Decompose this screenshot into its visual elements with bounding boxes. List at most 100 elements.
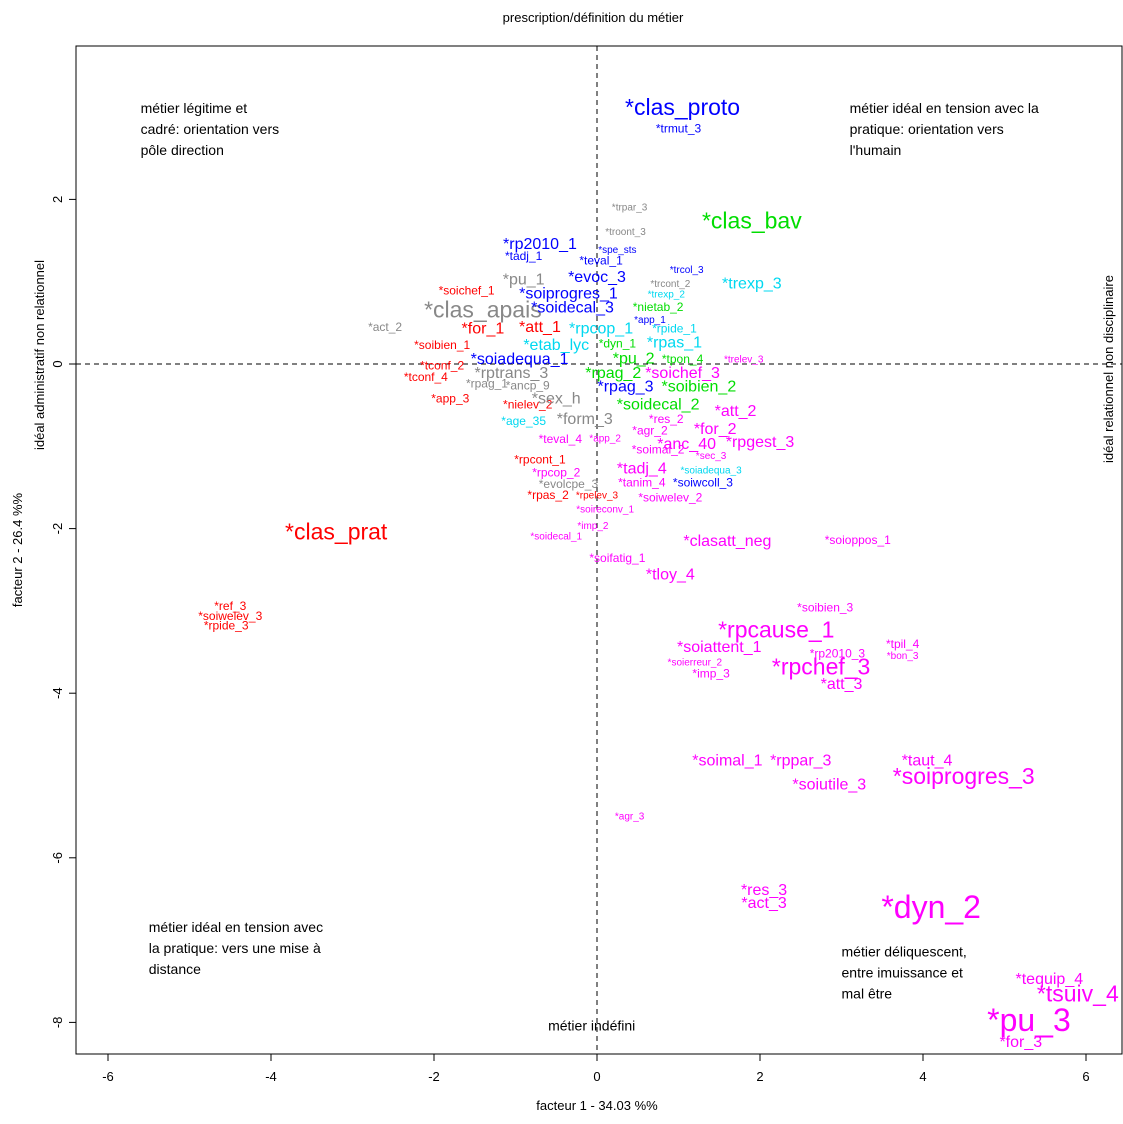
point-label: *att_1 [519, 319, 561, 336]
point-label: *tpil_4 [886, 637, 920, 651]
point-label: *rptrans_3 [475, 365, 549, 382]
point-label: *soierreur_2 [668, 657, 723, 668]
point-label: *sec_3 [696, 451, 727, 462]
y-tick-label: -4 [50, 687, 65, 699]
point-label: *tequip_4 [1016, 971, 1084, 988]
point-label: *soifatig_1 [589, 551, 645, 565]
point-label: *rpcop_1 [569, 321, 633, 338]
point-label: *soiadequa_3 [681, 466, 743, 477]
point-label: *tadj_4 [617, 461, 667, 478]
annotation-line: cadré: orientation vers [141, 121, 280, 137]
point-label: *soireconv_1 [576, 504, 634, 515]
point-label: *tconf_2 [420, 359, 464, 373]
point-label: *etab_lyc [523, 337, 589, 354]
point-label: *soimal_1 [692, 753, 762, 770]
quadrant-annotation: métier déliquescent, entre imuissance et m… [842, 944, 967, 1002]
point-label: *agr_3 [615, 811, 645, 822]
point-label: *trexp_3 [722, 275, 782, 292]
point-label: *rpag_1 [466, 377, 508, 391]
point-label: *act_3 [741, 895, 786, 912]
annotation-line: la pratique: vers une mise à [149, 940, 321, 956]
point-label: *nietab_2 [633, 300, 684, 314]
annotation-line: distance [149, 961, 201, 977]
point-label: *evoc_3 [568, 269, 626, 286]
x-tick-label: 4 [919, 1069, 926, 1084]
x-tick-label: 0 [593, 1069, 600, 1084]
annotation-line: métier déliquescent, [842, 944, 967, 960]
point-label: *res_3 [741, 882, 787, 899]
point-label: *soioppos_1 [825, 533, 891, 547]
point-label: *evolcpe_3 [539, 477, 599, 491]
point-label: *rpgest_3 [726, 434, 795, 451]
point-label: *soiattent_1 [677, 639, 762, 656]
point-label: *for_2 [694, 421, 737, 438]
point-label: *troont_3 [605, 227, 646, 238]
y-tick-label: -8 [50, 1017, 65, 1029]
point-label: *soiwcoll_3 [673, 476, 733, 490]
point-label: *clasatt_neg [683, 533, 771, 550]
point-label: *nielev_2 [503, 397, 553, 411]
point-label: *dyn_2 [881, 889, 981, 925]
x-tick-label: -2 [428, 1069, 440, 1084]
point-label: *ref_3 [214, 599, 246, 613]
annotation-line: l'humain [850, 142, 902, 158]
left-inner-label: idéal administratif non relationnel [32, 260, 47, 450]
point-label: *soiadequa_1 [471, 351, 569, 368]
point-label: *teval_1 [579, 253, 623, 267]
annotation-line: mal être [842, 986, 893, 1002]
point-label: *for_1 [462, 321, 505, 338]
y-axis-label: facteur 2 - 26.4 %% [10, 492, 25, 607]
quadrant-annotation: métier légitime et cadré: orientation ver… [141, 100, 280, 158]
point-label: *trpar_3 [612, 202, 648, 213]
point-label: *soidecal_3 [531, 299, 614, 316]
point-label: *tanim_4 [618, 476, 666, 490]
y-tick-label: 2 [50, 196, 65, 203]
point-label: *soibien_2 [662, 378, 737, 395]
point-label: *trmut_3 [656, 122, 702, 136]
point-label: *rp2010_1 [503, 236, 577, 253]
point-label: *pu_2 [613, 350, 655, 367]
point-label: *for_3 [999, 1034, 1042, 1051]
point-label: *rpas_2 [527, 488, 569, 502]
point-label: *app_1 [634, 315, 666, 326]
point-label: *tpon_4 [662, 352, 704, 366]
chart-title: prescription/définition du métier [503, 10, 684, 25]
point-label: *clas_prat [285, 519, 388, 545]
annotation-line: métier indéfini [548, 1018, 635, 1034]
point-label: *trcont_2 [650, 279, 690, 290]
point-label: *imp_3 [692, 666, 730, 680]
axis-ticks: -6 -4 -2 0 2 4 6 -8 -6 -4 -2 0 2 [50, 196, 1090, 1084]
point-label: *app_3 [431, 392, 469, 406]
point-label: *rpchef_3 [772, 654, 870, 680]
point-label: *dyn_1 [599, 336, 637, 350]
point-label: *rpide_1 [652, 322, 697, 336]
point-label: *sex_h [532, 391, 581, 408]
point-label: *rpcop_2 [532, 466, 580, 480]
y-tick-label: -6 [50, 852, 65, 864]
quadrant-annotation: métier idéal en tension avec la pratique:… [149, 919, 323, 977]
point-label: *soichef_1 [439, 284, 495, 298]
point-label: *soibien_1 [414, 338, 470, 352]
point-label: *rpas_1 [647, 335, 702, 352]
point-label: *bon_3 [887, 651, 919, 662]
point-label: *trcol_3 [670, 265, 704, 276]
point-label: *rpelev_3 [576, 490, 619, 501]
point-label: *soidecal_1 [530, 531, 582, 542]
point-label: *soimal_2 [632, 443, 685, 457]
point-label: *tloy_4 [646, 567, 695, 584]
point-label: *teval_4 [539, 432, 583, 446]
point-label: *soibien_3 [797, 601, 853, 615]
point-label: *rpide_3 [204, 619, 249, 633]
point-labels: *clas_proto *trmut_3 *trpar_3 *clas_bav *tro… [198, 94, 1119, 1051]
annotation-line: pôle direction [141, 142, 224, 158]
point-label: *rpag_3 [598, 378, 654, 395]
point-label: *clas_bav [702, 208, 802, 234]
point-label: *tsuiv_4 [1037, 980, 1119, 1006]
point-label: *rpag_2 [585, 365, 641, 382]
point-label: *act_2 [368, 320, 402, 334]
point-label: *soiprogres_1 [519, 285, 618, 302]
point-label: *trelev_3 [724, 355, 764, 366]
point-label: *soiwelev_2 [638, 490, 702, 504]
quadrant-annotation: métier indéfini [548, 1018, 635, 1034]
point-label: *soiutile_3 [792, 777, 866, 794]
